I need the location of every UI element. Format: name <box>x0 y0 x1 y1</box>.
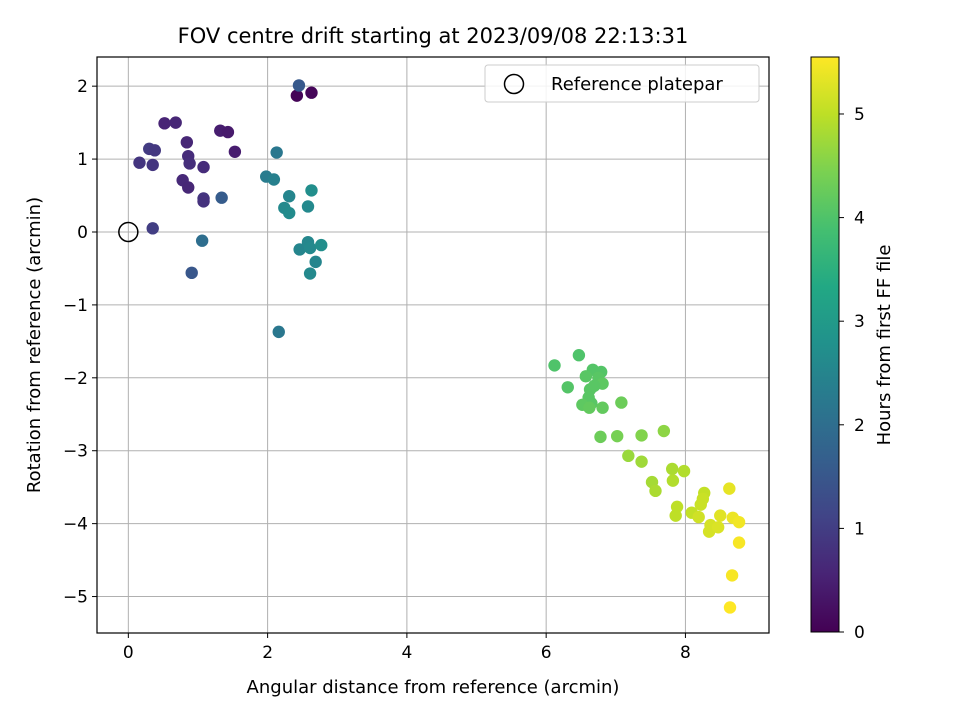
data-point <box>309 255 322 269</box>
y-axis-label: Rotation from reference (arcmin) <box>24 197 45 493</box>
y-tick-label: −5 <box>63 588 88 608</box>
y-tick-label: 2 <box>77 77 88 97</box>
data-point <box>185 266 198 280</box>
y-tick-label: −2 <box>63 369 88 389</box>
data-point <box>272 325 285 339</box>
data-point <box>725 569 739 582</box>
legend: Reference platepar <box>484 64 760 103</box>
data-point <box>622 449 635 463</box>
y-tick-label: −4 <box>63 515 88 535</box>
data-point <box>146 222 159 235</box>
colorbar-gradient <box>810 56 840 633</box>
data-point <box>290 89 304 102</box>
data-point <box>579 370 593 383</box>
data-point <box>657 424 671 438</box>
y-tick-label: −3 <box>63 442 88 462</box>
data-point <box>692 510 705 524</box>
colorbar-tick-label: 2 <box>854 416 865 436</box>
data-point <box>677 464 691 478</box>
data-point <box>669 509 682 522</box>
colorbar-ticks: 0 1 2 3 4 5 <box>839 105 865 643</box>
data-point <box>305 86 318 99</box>
data-point <box>315 238 328 252</box>
data-point <box>148 144 161 157</box>
data-point <box>610 429 624 443</box>
legend-frame <box>484 64 760 103</box>
colorbar-label: Hours from first FF file <box>874 245 895 446</box>
data-point <box>714 509 727 522</box>
data-point <box>635 455 648 468</box>
colorbar: 0 1 2 3 4 5 Hours from first FF file <box>810 56 895 643</box>
y-tick-label: −1 <box>63 296 88 316</box>
legend-label: Reference platepar <box>551 74 723 95</box>
y-tick-label: 1 <box>77 150 88 170</box>
data-point <box>303 267 317 280</box>
x-tick-label: 6 <box>541 643 552 663</box>
x-tick-label: 0 <box>123 643 134 663</box>
data-point <box>732 515 746 529</box>
data-point <box>282 190 296 203</box>
x-axis-label: Angular distance from reference (arcmin) <box>247 677 620 698</box>
data-point <box>723 482 736 495</box>
data-point <box>195 234 209 247</box>
plot-area: 0 2 4 6 8 −5 −4 −3 −2 −1 0 1 2 <box>63 56 770 663</box>
y-tick-label: 0 <box>77 223 88 243</box>
data-point <box>182 181 195 194</box>
legend-reference-marker <box>503 73 525 95</box>
x-tick-label: 2 <box>262 643 273 663</box>
data-point <box>732 536 746 549</box>
data-point <box>158 117 171 130</box>
data-point <box>548 359 561 372</box>
data-point <box>267 173 281 186</box>
data-point <box>293 243 306 256</box>
colorbar-tick-label: 3 <box>854 312 865 332</box>
colorbar-tick-label: 1 <box>854 519 865 539</box>
data-point <box>596 401 609 414</box>
reference-platepar-marker <box>118 221 139 243</box>
x-tick-label: 4 <box>401 643 412 663</box>
data-point <box>723 601 737 614</box>
colorbar-tick-label: 5 <box>854 105 865 125</box>
data-point <box>635 429 648 442</box>
data-point <box>183 157 196 170</box>
data-point <box>292 79 306 92</box>
data-point <box>301 200 315 213</box>
data-point <box>303 241 317 255</box>
x-tick-label: 8 <box>680 643 691 663</box>
data-point <box>180 136 194 149</box>
data-point <box>615 396 628 409</box>
data-point <box>169 116 182 129</box>
data-point <box>270 146 283 159</box>
data-point <box>305 184 318 197</box>
data-point <box>572 349 586 362</box>
data-point <box>711 521 725 534</box>
colorbar-tick-label: 4 <box>854 209 865 229</box>
plot-frame <box>96 56 770 634</box>
data-point <box>215 191 228 204</box>
data-point <box>282 206 296 220</box>
chart-title: FOV centre drift starting at 2023/09/08 … <box>178 24 689 48</box>
data-point <box>583 401 596 414</box>
data-point <box>666 474 680 487</box>
data-point <box>588 379 601 393</box>
data-point <box>649 484 662 498</box>
data-point <box>146 158 159 172</box>
colorbar-tick-label: 0 <box>854 623 865 643</box>
data-point <box>197 160 210 174</box>
data-point <box>594 430 607 444</box>
data-point <box>228 145 242 158</box>
data-point <box>133 156 146 169</box>
data-point <box>561 381 574 394</box>
data-point <box>221 125 235 139</box>
data-point <box>694 498 707 511</box>
data-point <box>197 195 210 208</box>
data-point <box>666 462 679 476</box>
